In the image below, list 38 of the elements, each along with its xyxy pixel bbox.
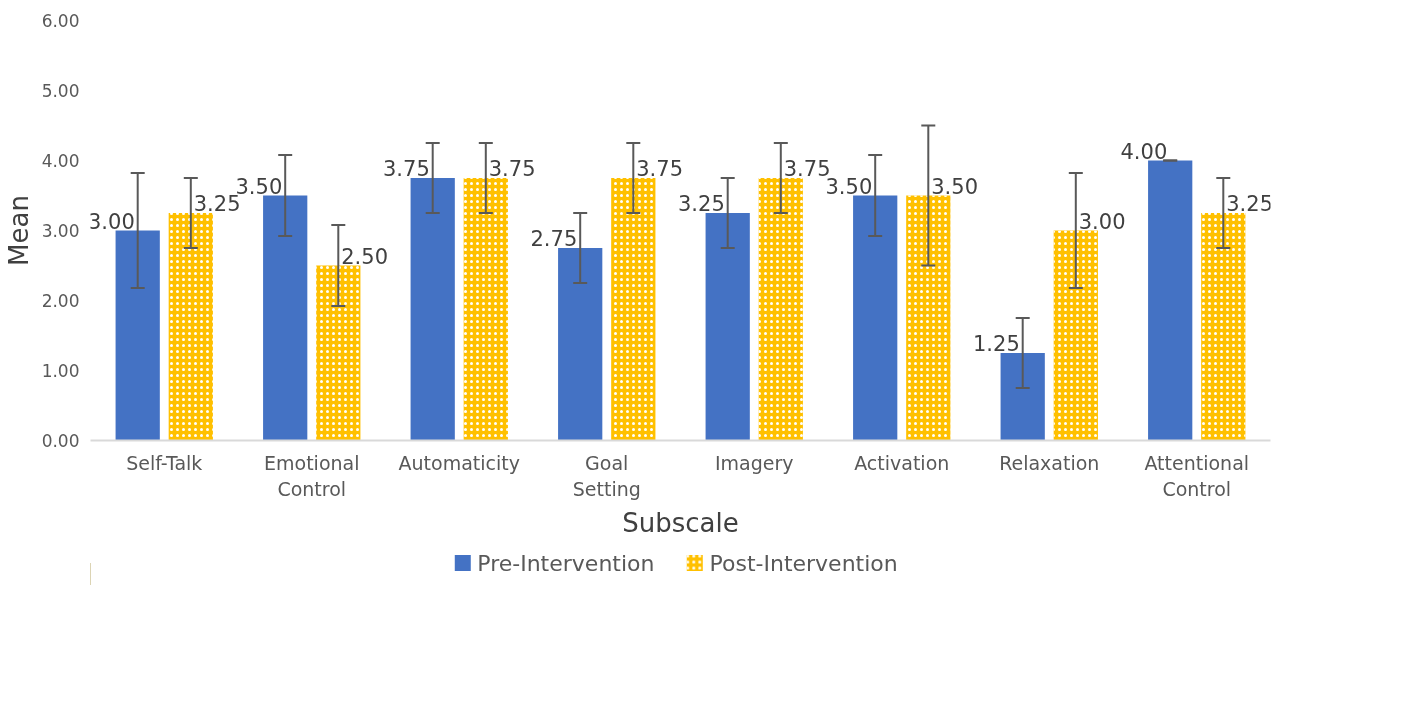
x-axis-title: Subscale xyxy=(622,507,739,538)
bar xyxy=(705,213,750,441)
x-tick-label: Relaxation xyxy=(999,451,1100,474)
data-label: 2.50 xyxy=(341,244,389,269)
x-tick-label: Goal Setting xyxy=(572,451,641,500)
bar xyxy=(115,230,160,441)
bar xyxy=(410,178,455,441)
data-label: 3.25 xyxy=(1226,192,1274,216)
data-label: 3.75 xyxy=(636,157,684,181)
y-tick-label: 2.00 xyxy=(41,291,80,311)
bar xyxy=(558,248,603,441)
data-label: 3.00 xyxy=(1078,209,1126,234)
bar xyxy=(1000,353,1045,441)
bar xyxy=(1148,160,1193,441)
bar xyxy=(853,195,898,441)
x-tick-label: Imagery xyxy=(714,451,794,474)
y-tick-label: 0.00 xyxy=(41,431,80,451)
legend-label: Post-Intervention xyxy=(709,550,898,575)
y-tick-label: 5.00 xyxy=(41,81,80,101)
x-tick-label: Automaticity xyxy=(398,451,520,474)
x-tick-label: Self-Talk xyxy=(126,451,203,474)
y-tick-label: 1.00 xyxy=(41,361,80,381)
data-label: 2.75 xyxy=(530,227,578,251)
x-tick-label: Emotional Control xyxy=(264,451,360,500)
x-tick-label: Attentional Control xyxy=(1144,451,1250,500)
y-axis-title: Mean xyxy=(3,195,34,266)
data-label: 1.25 xyxy=(972,332,1020,356)
data-label: 4.00 xyxy=(1120,139,1168,164)
y-tick-label: 3.00 xyxy=(41,221,80,241)
x-tick-label: Activation xyxy=(854,451,950,474)
data-label: 3.50 xyxy=(931,174,979,199)
data-label: 3.25 xyxy=(677,192,725,216)
data-label: 3.75 xyxy=(382,157,430,181)
y-tick-label: 6.00 xyxy=(41,11,80,31)
y-tick-label: 4.00 xyxy=(41,151,80,171)
bar xyxy=(263,195,308,441)
legend-label: Pre-Intervention xyxy=(477,550,655,575)
data-label: 3.75 xyxy=(488,157,536,181)
